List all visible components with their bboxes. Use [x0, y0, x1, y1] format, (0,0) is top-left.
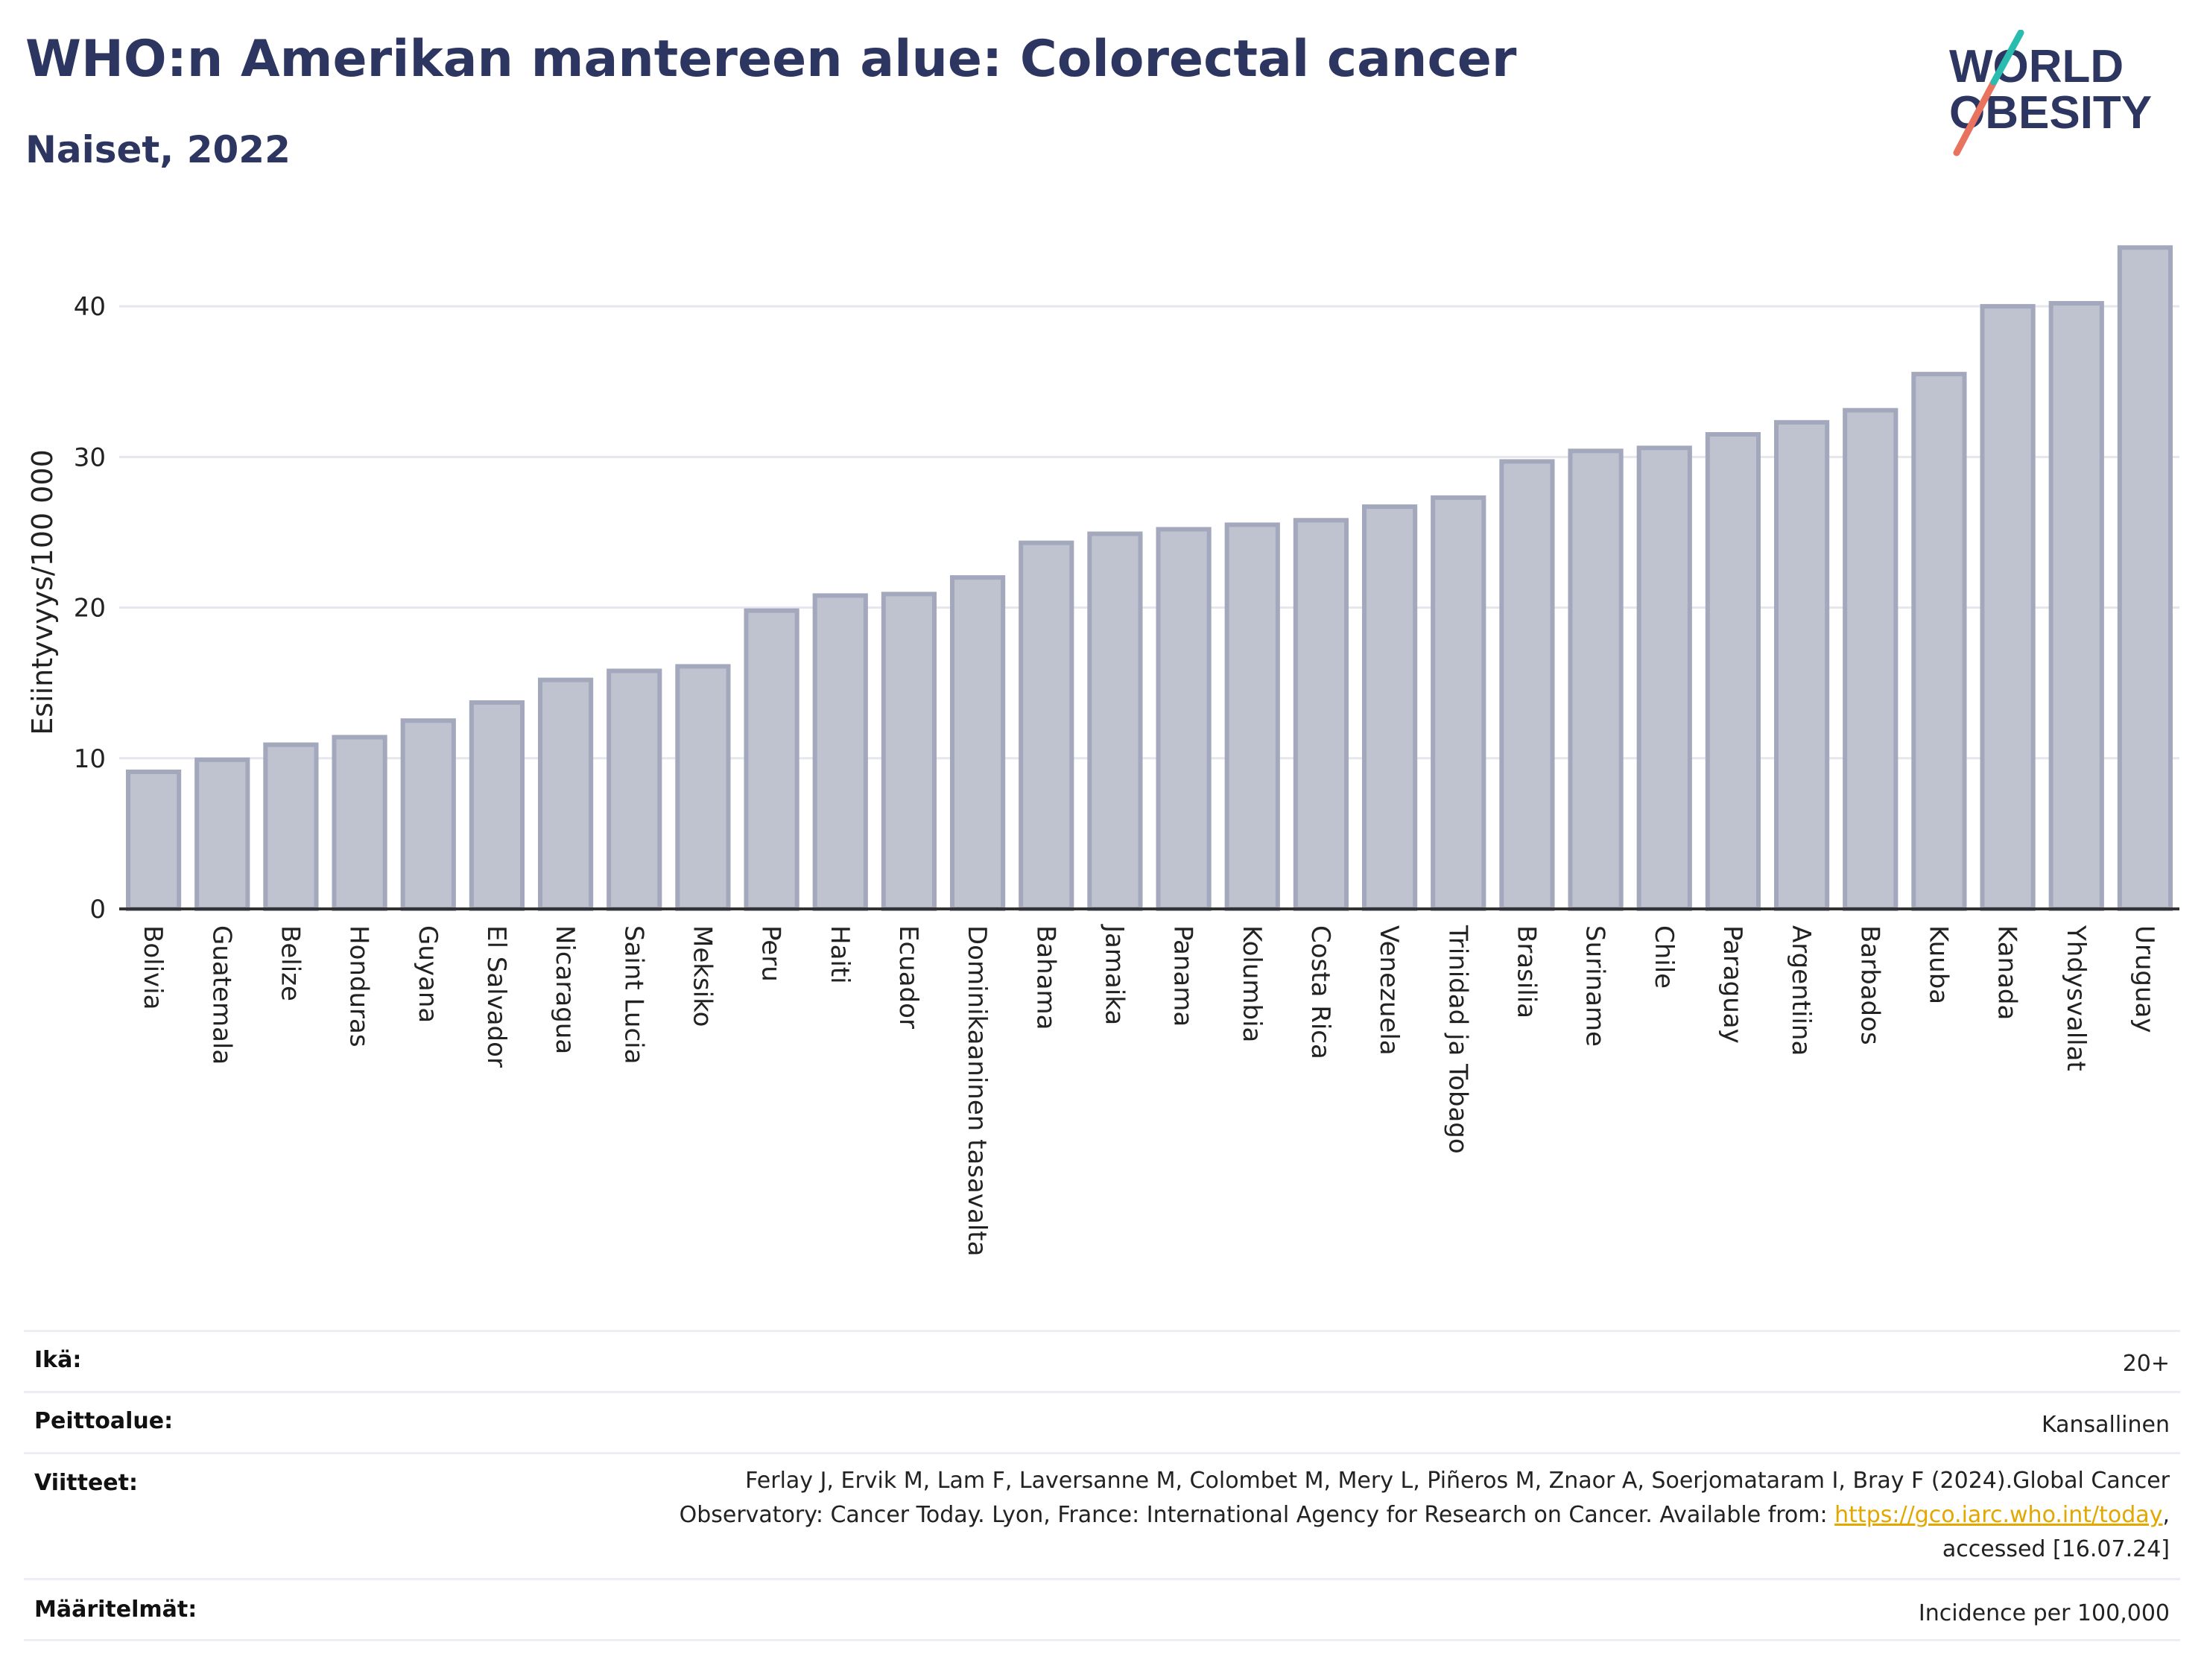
- x-tick-label: Kuuba: [1923, 925, 1953, 1004]
- x-tick-label: Yhdysvallat: [2061, 925, 2091, 1071]
- meta-refs-line2-end: ,: [2162, 1502, 2170, 1528]
- y-tick-label: 40: [74, 292, 106, 322]
- world-obesity-logo: WORLD OBESITY: [1949, 30, 2152, 156]
- bar: [1224, 522, 1280, 911]
- bar: [1568, 448, 1624, 911]
- x-tick-label: Bolivia: [138, 925, 168, 1009]
- x-tick-label: El Salvador: [481, 925, 511, 1068]
- bar: [194, 757, 250, 911]
- bar: [1636, 446, 1692, 911]
- meta-refs-line2: Observatory: Cancer Today. Lyon, France:…: [680, 1498, 2170, 1532]
- y-axis-label: Esiintyvyys/100 000: [26, 449, 59, 735]
- meta-divider: [24, 1578, 2180, 1580]
- bar: [469, 700, 525, 911]
- bar: [1156, 527, 1212, 912]
- bar: [1019, 540, 1074, 911]
- x-tick-label: Chile: [1649, 925, 1679, 989]
- bar: [1361, 504, 1418, 911]
- x-tick-label: Dominikaaninen tasavalta: [962, 925, 992, 1256]
- meta-defs-label: Määritelmät:: [34, 1597, 197, 1623]
- x-tick-label: Trinidad ja Tobago: [1443, 925, 1472, 1154]
- chart-title: WHO:n Amerikan mantereen alue: Colorecta…: [25, 30, 1517, 89]
- x-tick-label: Belize: [275, 925, 305, 1001]
- bar: [1911, 372, 1967, 912]
- meta-divider: [24, 1452, 2180, 1454]
- meta-refs-line2-text: Observatory: Cancer Today. Lyon, France:…: [679, 1502, 1835, 1528]
- y-tick-label: 30: [74, 443, 106, 472]
- bar: [949, 575, 1006, 911]
- bar: [537, 677, 594, 911]
- bar: [2117, 245, 2173, 911]
- bar: [332, 735, 387, 912]
- x-tick-label: Paraguay: [1717, 925, 1747, 1044]
- bar: [675, 664, 731, 912]
- bar: [1705, 432, 1761, 911]
- x-tick-label: Peru: [756, 925, 786, 982]
- y-tick-label: 10: [74, 744, 106, 774]
- x-tick-label: Kolumbia: [1237, 925, 1267, 1042]
- bar: [1980, 304, 2036, 912]
- x-tick-label: Venezuela: [1374, 925, 1404, 1056]
- bar-chart: 0 10 20 30 40 Esiintyvyys/100 000 Bolivia Guate…: [26, 245, 2179, 1256]
- meta-refs-label: Viitteet:: [34, 1470, 138, 1496]
- x-tick-label: Bahama: [1030, 925, 1060, 1030]
- bar: [400, 718, 456, 911]
- x-tick-label: Saint Lucia: [618, 925, 648, 1064]
- x-tick-label: Ecuador: [893, 925, 923, 1029]
- bar: [263, 742, 319, 911]
- y-tick-label: 0: [89, 895, 106, 925]
- meta-refs-line3: accessed [16.07.24]: [1942, 1536, 2170, 1562]
- x-tick-label: Uruguay: [2129, 925, 2159, 1033]
- x-tick-label: Honduras: [344, 925, 374, 1047]
- x-tick-label: Haiti: [825, 925, 855, 984]
- bar: [1087, 531, 1143, 911]
- meta-refs-link[interactable]: https://gco.iarc.who.int/today: [1834, 1502, 2163, 1528]
- meta-coverage-value: Kansallinen: [2041, 1412, 2170, 1438]
- x-tick-label: Suriname: [1580, 925, 1610, 1047]
- bar: [1499, 459, 1555, 911]
- x-tick-label: Meksiko: [687, 925, 717, 1027]
- meta-refs-value: Ferlay J, Ervik M, Lam F, Laversanne M, …: [680, 1464, 2170, 1567]
- meta-age-label: Ikä:: [34, 1347, 82, 1373]
- x-tick-label: Barbados: [1855, 925, 1884, 1045]
- meta-age-value: 20+: [2122, 1351, 2170, 1377]
- y-tick-label: 20: [74, 594, 106, 624]
- bar: [1773, 419, 1830, 911]
- bar: [1293, 518, 1349, 911]
- meta-divider: [24, 1330, 2180, 1332]
- x-tick-label: Kanada: [1992, 925, 2022, 1020]
- x-tick-label: Guyana: [413, 925, 443, 1023]
- x-tick-label: Argentiina: [1786, 925, 1816, 1056]
- bar: [881, 592, 937, 911]
- x-tick-label: Panama: [1168, 925, 1198, 1027]
- x-tick-label: Jamaika: [1099, 924, 1129, 1025]
- x-tick-label: Guatemala: [206, 925, 236, 1065]
- meta-refs-line1: Ferlay J, Ervik M, Lam F, Laversanne M, …: [745, 1468, 2170, 1494]
- bar: [2048, 301, 2104, 912]
- meta-coverage-label: Peittoalue:: [34, 1408, 174, 1434]
- bar: [744, 608, 799, 911]
- logo-word-world: WORLD: [1949, 41, 2124, 92]
- bar: [1843, 408, 1899, 911]
- x-tick-label: Costa Rica: [1305, 925, 1335, 1059]
- meta-divider: [24, 1639, 2180, 1641]
- x-tick-label: Nicaragua: [550, 925, 580, 1054]
- logo-slash-teal: [1990, 30, 2024, 86]
- bar: [125, 769, 182, 911]
- x-tick-label: Brasilia: [1511, 925, 1541, 1018]
- meta-defs-value: Incidence per 100,000: [1918, 1600, 2170, 1626]
- bar: [607, 668, 662, 911]
- meta-divider: [24, 1391, 2180, 1393]
- logo-slash-red: [1953, 78, 1998, 156]
- bar: [1431, 495, 1486, 911]
- bar: [812, 593, 868, 912]
- chart-subtitle: Naiset, 2022: [25, 128, 291, 171]
